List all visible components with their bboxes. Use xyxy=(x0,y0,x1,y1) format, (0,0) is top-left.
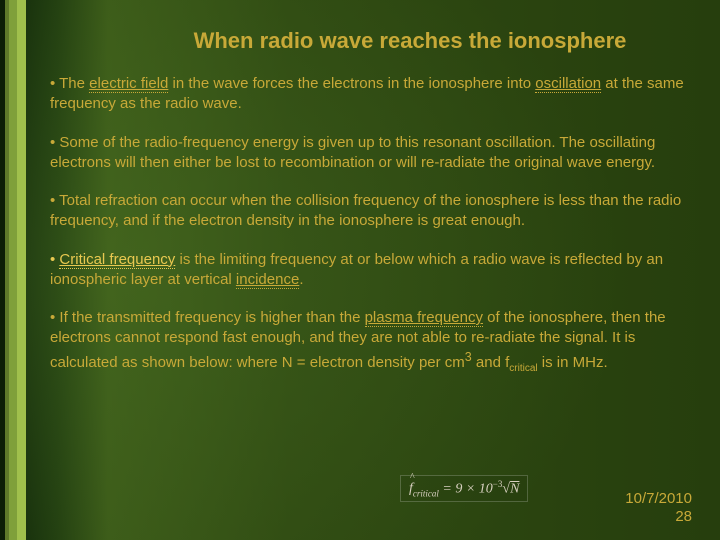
link-oscillation[interactable]: oscillation xyxy=(535,75,601,93)
bullet-1: • The electric field in the wave forces … xyxy=(50,74,690,115)
left-accent-stripes xyxy=(0,0,26,540)
text: • If the transmitted frequency is higher… xyxy=(50,309,365,326)
bullet-3: • Total refraction can occur when the co… xyxy=(50,191,690,232)
footer-date: 10/7/2010 xyxy=(625,490,692,508)
link-incidence[interactable]: incidence xyxy=(236,271,299,289)
subscript: critical xyxy=(509,363,537,374)
text: • xyxy=(50,251,59,268)
content-area: When radio wave reaches the ionosphere •… xyxy=(50,28,690,375)
link-electric-field[interactable]: electric field xyxy=(89,75,168,93)
text: . xyxy=(299,271,303,288)
bullet-5: • If the transmitted frequency is higher… xyxy=(50,308,690,375)
formula-box: fcritical = 9 × 10−3√N xyxy=(400,475,528,502)
bullet-2: • Some of the radio-frequency energy is … xyxy=(50,133,690,174)
formula-exp: −3 xyxy=(493,479,503,489)
slide-title: When radio wave reaches the ionosphere xyxy=(130,28,690,54)
formula-n: N xyxy=(510,481,519,496)
footer: 10/7/2010 28 xyxy=(625,490,692,526)
superscript: 3 xyxy=(465,350,472,364)
link-plasma-frequency[interactable]: plasma frequency xyxy=(365,309,483,327)
bullet-4: • Critical frequency is the limiting fre… xyxy=(50,250,690,291)
stripe xyxy=(17,0,26,540)
formula-eq: = 9 × 10 xyxy=(439,481,493,496)
formula-sub: critical xyxy=(413,488,439,498)
text: and f xyxy=(472,354,510,371)
link-critical-frequency[interactable]: Critical frequency xyxy=(59,251,175,269)
slide: When radio wave reaches the ionosphere •… xyxy=(0,0,720,540)
text: • The xyxy=(50,75,89,92)
stripe xyxy=(9,0,17,540)
sqrt-icon: √ xyxy=(502,481,510,496)
text: in the wave forces the electrons in the … xyxy=(168,75,535,92)
footer-page-number: 28 xyxy=(625,508,692,526)
text: is in MHz. xyxy=(538,354,608,371)
formula-f: f xyxy=(409,481,413,497)
